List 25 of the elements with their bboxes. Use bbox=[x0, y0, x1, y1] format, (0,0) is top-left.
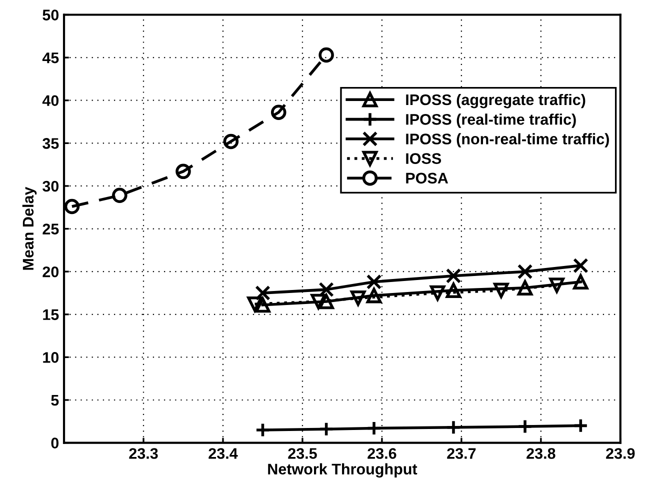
y-tick-label: 15 bbox=[43, 309, 59, 320]
legend-label: IPOSS (non-real-time traffic) bbox=[406, 133, 609, 148]
legend-label: IPOSS (aggregate traffic) bbox=[406, 94, 586, 108]
x-tick-label: 23.9 bbox=[606, 448, 635, 459]
y-axis-title: Mean Delay bbox=[22, 186, 37, 270]
x-tick-label: 23.4 bbox=[208, 448, 238, 459]
x-axis-title: Network Throughput bbox=[268, 463, 418, 478]
y-tick-label: 30 bbox=[42, 180, 59, 192]
legend-label: IPOSS (real-time traffic) bbox=[406, 114, 576, 128]
y-tick-label: 50 bbox=[42, 10, 59, 20]
x-tick-label: 23.5 bbox=[288, 448, 317, 459]
x-tick-label: 23.8 bbox=[526, 448, 556, 459]
y-tick-label: 40 bbox=[42, 95, 59, 106]
legend-label: IOSS bbox=[406, 153, 442, 164]
y-tick-label: 35 bbox=[42, 138, 59, 149]
x-tick-label: 23.3 bbox=[129, 448, 158, 459]
y-tick-label: 10 bbox=[43, 352, 59, 363]
y-tick-label: 20 bbox=[42, 266, 59, 278]
y-tick-label: 25 bbox=[42, 224, 59, 234]
x-tick-label: 23.7 bbox=[447, 448, 476, 459]
y-tick-label: 0 bbox=[51, 438, 59, 448]
y-tick-label: 45 bbox=[42, 52, 59, 64]
legend-label: POSA bbox=[406, 172, 448, 184]
x-tick-label: 23.6 bbox=[368, 448, 396, 459]
y-tick-label: 5 bbox=[51, 395, 59, 406]
